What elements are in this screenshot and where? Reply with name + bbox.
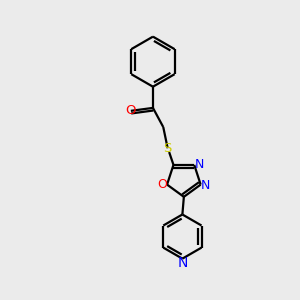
Text: O: O bbox=[126, 104, 136, 117]
Text: N: N bbox=[201, 179, 210, 192]
Text: N: N bbox=[195, 158, 204, 171]
Text: O: O bbox=[157, 178, 167, 191]
Text: N: N bbox=[177, 256, 188, 270]
Text: S: S bbox=[164, 142, 172, 155]
